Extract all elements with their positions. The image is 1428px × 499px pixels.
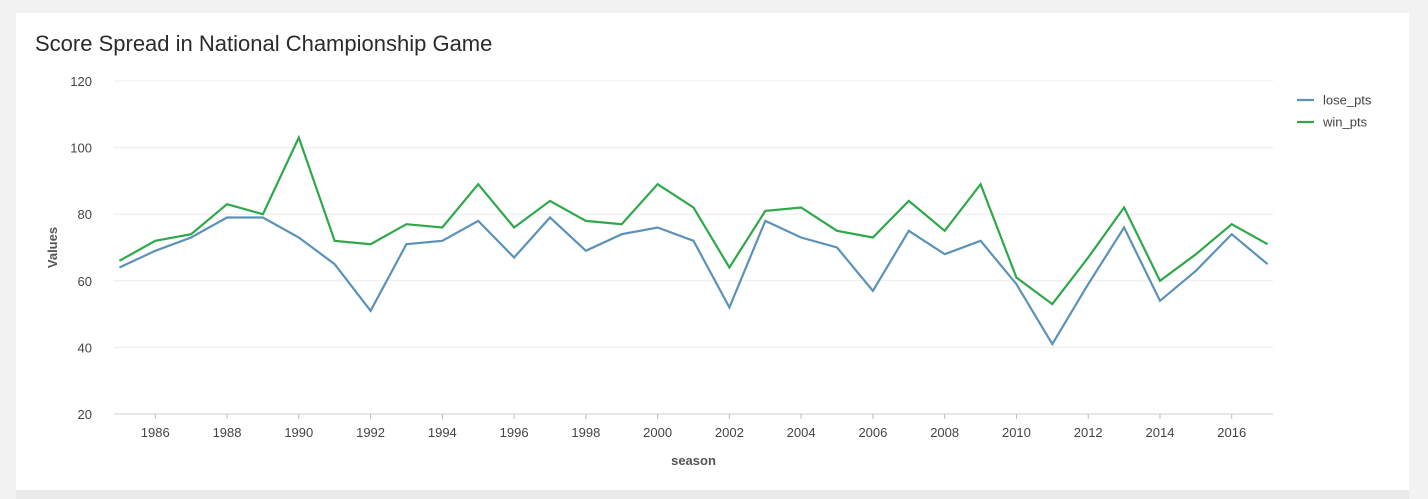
x-tick-label: 2000 (643, 425, 672, 440)
x-tick-label: 1988 (213, 425, 242, 440)
y-axis: 20 40 60 80 100 120 (70, 74, 92, 422)
x-tick-label: 2016 (1217, 425, 1246, 440)
y-tick-label: 100 (70, 141, 92, 156)
chart-card: Score Spread in National Championship Ga… (16, 13, 1409, 490)
chart-title: Score Spread in National Championship Ga… (35, 31, 493, 56)
x-tick-label: 1996 (500, 425, 529, 440)
x-axis: 1986 1988 1990 1992 1994 1996 1998 2000 2002 2004… (114, 413, 1273, 440)
x-tick-label: 1998 (571, 425, 600, 440)
x-tick-label: 2012 (1074, 425, 1103, 440)
x-tick-label: 1986 (141, 425, 170, 440)
x-tick-label: 2006 (858, 425, 887, 440)
x-tick-label: 1992 (356, 425, 385, 440)
series-line-lose_pts (118, 215, 1269, 347)
x-tick-label: 1990 (284, 425, 313, 440)
x-axis-title: season (671, 453, 716, 468)
y-axis-title: Values (45, 227, 60, 268)
series-lines (118, 134, 1269, 347)
y-tick-label: 40 (78, 340, 92, 355)
grid-lines (114, 80, 1273, 415)
legend-label-lose_pts: lose_pts (1323, 93, 1372, 108)
x-tick-label: 2002 (715, 425, 744, 440)
x-tick-label: 2010 (1002, 425, 1031, 440)
x-tick-label: 2008 (930, 425, 959, 440)
bottom-divider (16, 490, 1409, 499)
y-tick-label: 20 (78, 407, 92, 422)
x-tick-label: 2004 (787, 425, 816, 440)
y-tick-label: 60 (78, 274, 92, 289)
legend: lose_pts win_pts (1297, 93, 1372, 130)
x-tick-label: 1994 (428, 425, 457, 440)
y-tick-label: 80 (78, 207, 92, 222)
y-tick-label: 120 (70, 74, 92, 89)
legend-label-win_pts: win_pts (1322, 115, 1368, 130)
x-tick-label: 2014 (1146, 425, 1175, 440)
series-line-win_pts (118, 134, 1269, 306)
